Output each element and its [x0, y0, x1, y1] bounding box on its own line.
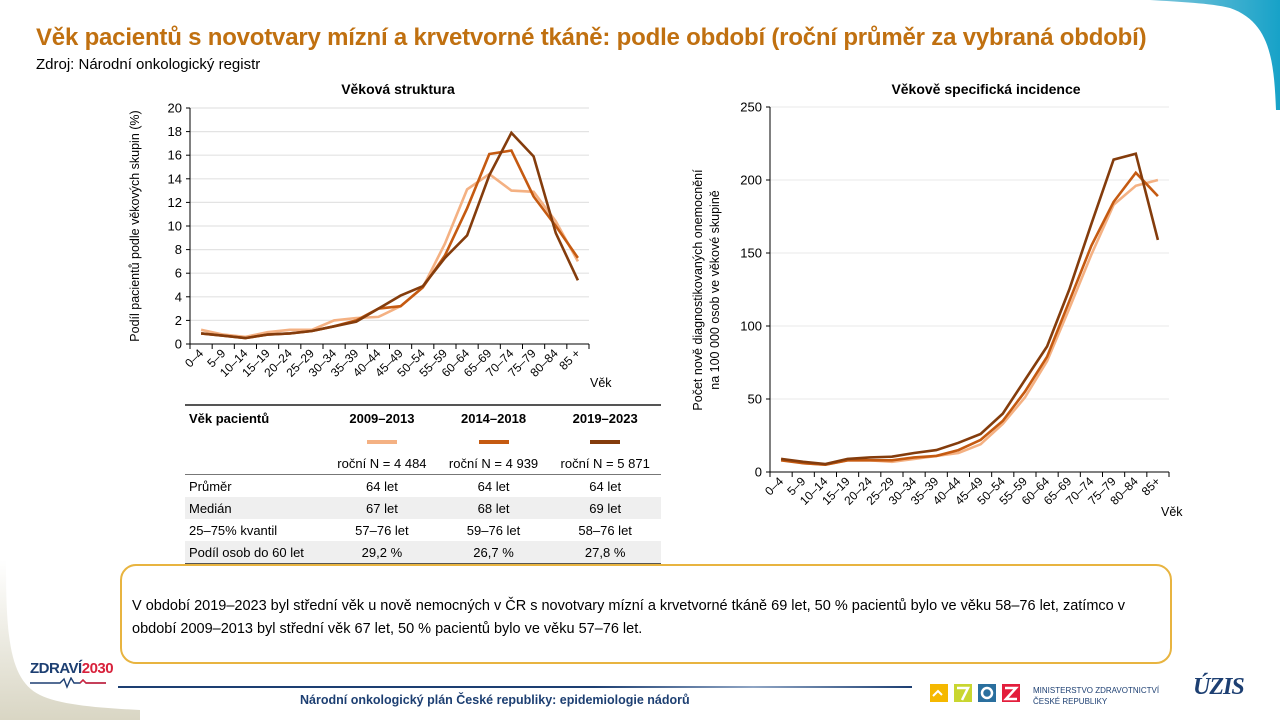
x-tick-label: 0–4: [762, 474, 786, 498]
y-tick-label: 2: [175, 313, 182, 328]
legend-swatch-2019-2023: [590, 440, 621, 445]
ministry-line1: MINISTERSTVO ZDRAVOTNICTVÍ: [1033, 686, 1160, 695]
cell-value: 57–76 let: [355, 522, 409, 538]
y-tick-label: 50: [748, 392, 762, 407]
cell-value: 58–76 let: [578, 522, 632, 538]
table-header-label: Věk pacientů: [185, 404, 327, 430]
table-row: Podíl osob do 60 let 29,2 % 26,7 % 27,8 …: [185, 541, 661, 565]
decorative-corner-top-right: [1150, 0, 1280, 110]
summary-note-text: V období 2019–2023 byl střední věk u nov…: [132, 598, 1126, 637]
decorative-corner-bottom-left: [0, 560, 140, 720]
period-header: 2009–2013: [326, 404, 438, 430]
chart-title: Věkově specifická incidence: [891, 81, 1080, 97]
x-tick-label: 85+: [1139, 474, 1163, 498]
cell-value: 26,7 %: [437, 541, 550, 565]
summary-note-box: V období 2019–2023 byl střední věk u nov…: [120, 564, 1172, 664]
annual-n: roční N = 4 484: [326, 452, 438, 475]
incidence-chart: Věkově specifická incidence Počet nově d…: [691, 81, 1183, 519]
row-label: Podíl osob do 60 let: [185, 541, 327, 565]
cell-value: 27,8 %: [549, 541, 661, 565]
y-tick-label: 4: [175, 289, 182, 304]
y-tick-label: 8: [175, 242, 182, 257]
page-title: Věk pacientů s novotvary mízní a krvetvo…: [36, 24, 1147, 51]
y-tick-label: 16: [168, 148, 182, 163]
series-line-2009–2013: [200, 172, 580, 339]
ministry-line2: ČESKÉ REPUBLIKY: [1033, 697, 1108, 706]
uzis-logo: ÚZIS: [1193, 674, 1245, 700]
y-tick-label: 150: [740, 246, 762, 261]
table-row: Medián 67 let 68 let 69 let: [185, 497, 661, 519]
y-axis-label-line1: Počet nově diagnostikovaných onemocnění: [691, 169, 705, 411]
table-row: Průměr 64 let 64 let 64 let: [185, 475, 661, 498]
row-label: 25–75% kvantil: [189, 522, 278, 538]
y-tick-label: 200: [740, 173, 762, 188]
cell-value: 69 let: [549, 497, 661, 519]
series-line-2019–2023: [780, 152, 1160, 466]
x-axis-label: Věk: [1161, 505, 1183, 519]
cell-value: 59–76 let: [466, 522, 521, 538]
table-row: 25–75% kvantil 57–76 let 59–76 let 58–76…: [185, 519, 661, 541]
legend-swatch-2014-2018: [478, 440, 509, 445]
y-tick-label: 18: [168, 124, 182, 139]
y-tick-label: 12: [168, 195, 182, 210]
ministry-logo-icon: [930, 684, 1020, 702]
row-label: Průměr: [189, 478, 232, 494]
x-axis-label: Věk: [590, 376, 612, 390]
legend-swatch-2009-2013: [366, 440, 397, 445]
y-axis-label-line2: na 100 000 osob ve věkové skupině: [708, 190, 722, 389]
cell-value: 29,2 %: [326, 541, 438, 565]
series-line-2014–2018: [780, 170, 1159, 467]
chart-title: Věková struktura: [341, 81, 455, 97]
series-line-2009–2013: [780, 178, 1159, 467]
row-label: Medián: [185, 497, 327, 519]
period-header: 2019–2023: [549, 404, 661, 430]
period-header: 2014–2018: [437, 404, 550, 430]
y-tick-label: 0: [755, 465, 762, 480]
y-tick-label: 20: [168, 101, 182, 116]
y-axis-label: Podíl pacientů podle věkových skupin (%): [128, 110, 142, 341]
heartbeat-icon: [30, 677, 106, 689]
zdravi-2030-logo: ZDRAVÍ2030: [30, 660, 114, 689]
logo-text-part1: ZDRAVÍ: [30, 660, 82, 677]
y-tick-label: 250: [740, 100, 762, 115]
cell-value: 64 let: [366, 478, 398, 494]
y-tick-label: 0: [175, 337, 182, 352]
y-tick-label: 100: [740, 319, 762, 334]
logo-text-part2: 2030: [81, 660, 114, 677]
data-source: Zdroj: Národní onkologický registr: [36, 56, 261, 73]
cell-value: 64 let: [477, 478, 510, 494]
footer-divider: [118, 686, 912, 688]
cell-value: 64 let: [589, 478, 622, 494]
series-line-2019–2023: [200, 130, 580, 340]
annual-n: roční N = 4 939: [437, 452, 550, 475]
y-tick-label: 14: [168, 171, 182, 186]
y-tick-label: 6: [175, 266, 182, 281]
cell-value: 68 let: [437, 497, 550, 519]
y-tick-label: 10: [168, 219, 182, 234]
footer-title: Národní onkologický plán České republiky…: [300, 693, 690, 707]
age-summary-table: Věk pacientů 2009–2013 2014–2018 2019–20…: [185, 404, 661, 565]
age-structure-chart: Věková struktura Podíl pacientů podle vě…: [128, 81, 612, 390]
ministry-name: MINISTERSTVO ZDRAVOTNICTVÍ ČESKÉ REPUBLI…: [1033, 685, 1159, 707]
annual-n: roční N = 5 871: [549, 452, 661, 475]
cell-value: 67 let: [326, 497, 438, 519]
